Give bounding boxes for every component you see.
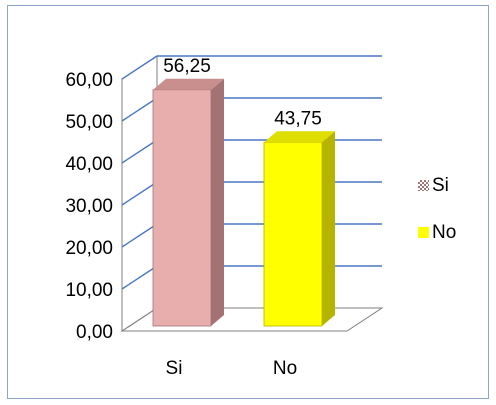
x-axis-categories: Si No [166, 358, 298, 379]
bars [152, 78, 335, 327]
bar-no [263, 131, 335, 327]
legend-label: Si [432, 175, 449, 196]
legend: Si No [418, 175, 456, 243]
y-tick-label: 60,00 [65, 70, 113, 91]
gridline-side [121, 265, 158, 290]
bar-side [211, 78, 224, 326]
gridline-side [121, 181, 158, 206]
y-tick-label: 20,00 [65, 238, 113, 259]
gridline-side [121, 55, 158, 80]
legend-label: No [432, 222, 456, 243]
bar-top [264, 131, 335, 143]
y-tick-label: 40,00 [65, 154, 113, 175]
y-tick-label: 0,00 [76, 322, 113, 343]
data-label: 56,25 [163, 56, 211, 77]
category-label: No [273, 358, 297, 379]
bar-top [153, 78, 224, 90]
bar-side [322, 131, 335, 326]
bar-front [152, 89, 212, 327]
legend-swatch [418, 227, 429, 238]
y-tick-label: 50,00 [65, 112, 113, 133]
category-label: Si [166, 358, 183, 379]
gridline-side [121, 139, 158, 164]
y-tick-label: 30,00 [65, 196, 113, 217]
y-axis-ticks: 0,00 10,00 20,00 30,00 40,00 50,00 60,00 [65, 70, 113, 343]
bar-si [152, 78, 224, 327]
data-label: 43,75 [274, 108, 322, 129]
gridline-side [121, 97, 158, 122]
bar-front [263, 141, 323, 327]
y-tick-label: 10,00 [65, 280, 113, 301]
data-labels: 56,25 43,75 [163, 56, 322, 130]
gridline-side [121, 223, 158, 248]
chart-frame [7, 5, 489, 399]
legend-swatch [418, 180, 429, 191]
